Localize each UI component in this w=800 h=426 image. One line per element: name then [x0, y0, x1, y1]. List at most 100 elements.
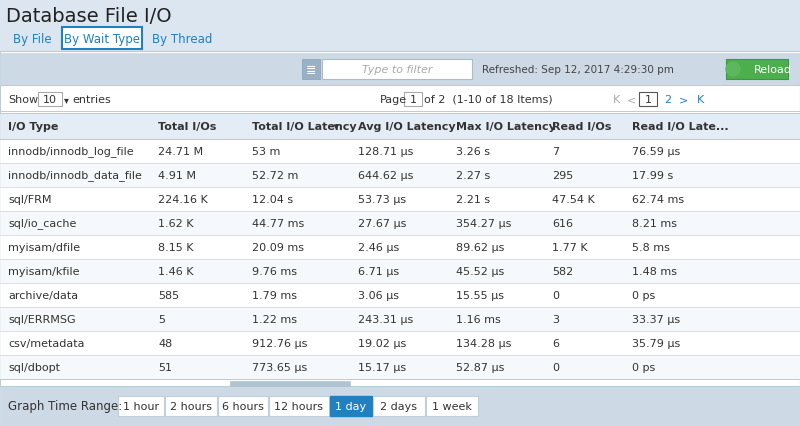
- Text: sql/dbopt: sql/dbopt: [8, 362, 60, 372]
- Text: 4.91 M: 4.91 M: [158, 170, 196, 181]
- Text: 9.76 ms: 9.76 ms: [252, 266, 297, 276]
- Text: Total I/O Latency: Total I/O Latency: [252, 122, 357, 132]
- Text: 1.77 K: 1.77 K: [552, 242, 588, 253]
- Text: ▾: ▾: [330, 122, 340, 132]
- Text: 10: 10: [43, 95, 57, 105]
- Text: By Wait Type: By Wait Type: [64, 32, 140, 46]
- Text: 2 hours: 2 hours: [170, 401, 212, 411]
- Text: 134.28 μs: 134.28 μs: [456, 338, 511, 348]
- Text: 3.06 μs: 3.06 μs: [358, 290, 399, 300]
- Text: of 2  (1-10 of 18 Items): of 2 (1-10 of 18 Items): [424, 95, 553, 105]
- Text: 89.62 μs: 89.62 μs: [456, 242, 504, 253]
- Text: 1: 1: [645, 95, 651, 105]
- Text: 0 ps: 0 ps: [632, 290, 655, 300]
- Bar: [0, 114, 800, 140]
- Text: 27.67 μs: 27.67 μs: [358, 219, 406, 228]
- Text: sql/ERRMSG: sql/ERRMSG: [8, 314, 76, 324]
- Text: Page: Page: [380, 95, 407, 105]
- Text: 3: 3: [552, 314, 559, 324]
- Text: 644.62 μs: 644.62 μs: [358, 170, 414, 181]
- Text: 15.17 μs: 15.17 μs: [358, 362, 406, 372]
- Text: 6.71 μs: 6.71 μs: [358, 266, 399, 276]
- Text: 2.27 s: 2.27 s: [456, 170, 490, 181]
- Text: 585: 585: [158, 290, 179, 300]
- Text: Graph Time Range:: Graph Time Range:: [8, 400, 122, 412]
- Bar: [0, 54, 800, 86]
- Text: 6: 6: [552, 338, 559, 348]
- Text: 243.31 μs: 243.31 μs: [358, 314, 414, 324]
- Text: 44.77 ms: 44.77 ms: [252, 219, 304, 228]
- Text: 224.16 K: 224.16 K: [158, 195, 208, 204]
- Text: 24.71 M: 24.71 M: [158, 147, 203, 157]
- Text: 1.46 K: 1.46 K: [158, 266, 194, 276]
- Bar: [0, 52, 800, 386]
- Text: 1.22 ms: 1.22 ms: [252, 314, 297, 324]
- Bar: [230, 381, 350, 386]
- Bar: [0, 331, 800, 355]
- Text: 5.8 ms: 5.8 ms: [632, 242, 670, 253]
- Text: 51: 51: [158, 362, 172, 372]
- Text: 0 ps: 0 ps: [632, 362, 655, 372]
- Text: 0: 0: [552, 362, 559, 372]
- Circle shape: [726, 63, 740, 77]
- Text: Max I/O Latency: Max I/O Latency: [456, 122, 556, 132]
- Text: 15.55 μs: 15.55 μs: [456, 290, 504, 300]
- Bar: [0, 236, 800, 259]
- Text: <: <: [627, 95, 637, 105]
- Text: 12 hours: 12 hours: [274, 401, 323, 411]
- Bar: [0, 307, 800, 331]
- Bar: [330, 396, 372, 416]
- Text: 48: 48: [158, 338, 172, 348]
- Text: 8.21 ms: 8.21 ms: [632, 219, 677, 228]
- Text: 295: 295: [552, 170, 574, 181]
- Bar: [0, 283, 800, 307]
- Text: Show: Show: [8, 95, 38, 105]
- Text: 1.79 ms: 1.79 ms: [252, 290, 297, 300]
- Bar: [38, 93, 62, 107]
- Text: K: K: [696, 95, 704, 105]
- Text: 76.59 μs: 76.59 μs: [632, 147, 680, 157]
- Text: By Thread: By Thread: [152, 32, 212, 46]
- Text: >: >: [679, 95, 689, 105]
- Bar: [269, 396, 329, 416]
- Bar: [322, 60, 472, 80]
- Text: Type to filter: Type to filter: [362, 65, 432, 75]
- Text: I/O Type: I/O Type: [8, 122, 58, 132]
- Text: 47.54 K: 47.54 K: [552, 195, 594, 204]
- Bar: [0, 164, 800, 187]
- Text: 912.76 μs: 912.76 μs: [252, 338, 307, 348]
- Text: 2: 2: [665, 95, 671, 105]
- Bar: [0, 211, 800, 236]
- Bar: [62, 28, 142, 50]
- Text: innodb/innodb_log_file: innodb/innodb_log_file: [8, 146, 134, 157]
- Text: entries: entries: [72, 95, 110, 105]
- Text: Reload: Reload: [754, 65, 792, 75]
- Text: myisam/kfile: myisam/kfile: [8, 266, 79, 276]
- Text: sql/io_cache: sql/io_cache: [8, 218, 76, 229]
- Text: ≣: ≣: [306, 63, 316, 76]
- Text: archive/data: archive/data: [8, 290, 78, 300]
- Text: 12.04 s: 12.04 s: [252, 195, 293, 204]
- Text: ▾: ▾: [64, 95, 69, 105]
- Text: 354.27 μs: 354.27 μs: [456, 219, 511, 228]
- Text: 45.52 μs: 45.52 μs: [456, 266, 504, 276]
- Text: innodb/innodb_data_file: innodb/innodb_data_file: [8, 170, 142, 181]
- Text: 1 hour: 1 hour: [123, 401, 159, 411]
- Text: 2 days: 2 days: [381, 401, 418, 411]
- Text: 128.71 μs: 128.71 μs: [358, 147, 414, 157]
- Text: 53.73 μs: 53.73 μs: [358, 195, 406, 204]
- Text: 53 m: 53 m: [252, 147, 280, 157]
- Text: 52.72 m: 52.72 m: [252, 170, 298, 181]
- Text: 3.26 s: 3.26 s: [456, 147, 490, 157]
- Text: 582: 582: [552, 266, 574, 276]
- Text: csv/metadata: csv/metadata: [8, 338, 85, 348]
- Bar: [0, 187, 800, 211]
- Text: 1: 1: [410, 95, 417, 105]
- Text: 2.21 s: 2.21 s: [456, 195, 490, 204]
- Text: 773.65 μs: 773.65 μs: [252, 362, 307, 372]
- Bar: [0, 259, 800, 283]
- Bar: [639, 93, 657, 107]
- Bar: [726, 60, 788, 80]
- Bar: [165, 396, 217, 416]
- Text: 1 week: 1 week: [432, 401, 472, 411]
